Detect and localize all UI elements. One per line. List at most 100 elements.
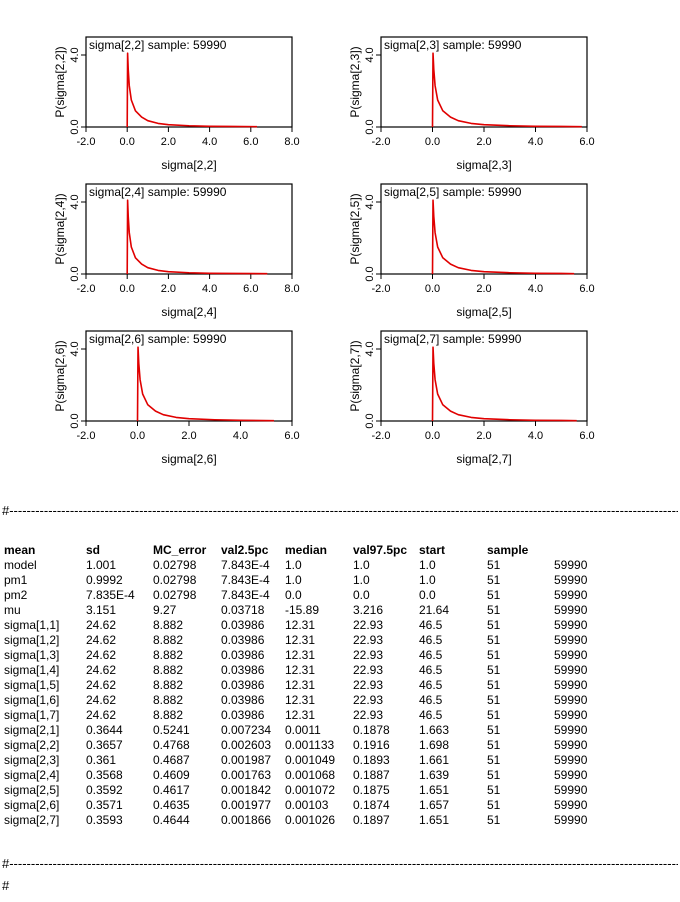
table-cell: 0.02798 [153,588,197,602]
table-cell: 24.62 [86,618,117,632]
table-cell: 0.002603 [221,738,272,752]
table-cell: 59990 [554,783,588,797]
x-tick-label: 6.0 [284,430,299,442]
x-tick-label: 6.0 [579,136,594,148]
stats-table: mean sd MC_error val2.5pc median val97.5… [4,543,614,828]
x-tick-label: 4.0 [202,136,217,148]
table-cell: 46.5 [419,618,443,632]
table-cell: mu [4,603,21,617]
x-tick-label: 8.0 [284,136,299,148]
density-series-line [126,52,257,128]
table-cell: 0.001866 [221,813,272,827]
table-cell: 59990 [554,633,588,647]
table-row: sigma[1,5] 24.62 8.882 0.03986 12.31 22.93 46.… [4,678,614,693]
table-cell: 0.3568 [86,768,123,782]
table-cell: 46.5 [419,648,443,662]
table-cell: 1.0 [353,558,370,572]
table-cell: 1.651 [419,783,450,797]
plot-title: sigma[2,4] sample: 59990 [89,185,227,199]
header-mc-error: MC_error [153,543,207,557]
table-cell: 12.31 [285,648,316,662]
y-axis-label: P(sigma[2,6]) [53,340,67,411]
table-cell: 59990 [554,798,588,812]
table-row: mu 3.151 9.27 0.03718 -15.89 3.216 21.64 51 5999… [4,603,614,618]
x-tick-label: 2.0 [181,430,196,442]
table-cell: 51 [487,573,501,587]
table-cell: 51 [487,603,501,617]
table-cell: 1.0 [419,573,436,587]
y-tick-label: 0.0 [69,119,81,134]
table-cell: 8.882 [153,678,184,692]
density-series-line [431,52,582,128]
x-tick-label: 6.0 [579,430,594,442]
table-cell: 46.5 [419,693,443,707]
table-cell: 51 [487,648,501,662]
y-tick-label: 4.0 [364,194,376,209]
x-tick-label: 0.0 [120,136,135,148]
separator-top: #---------------------------------------… [2,503,678,518]
table-row: sigma[2,4] 0.3568 0.4609 0.001763 0.001068 0.… [4,768,614,783]
x-axis-label: sigma[2,2] [161,158,216,172]
x-axis-label: sigma[2,3] [456,158,511,172]
table-cell: 51 [487,558,501,572]
table-cell: 22.93 [353,693,384,707]
table-cell: 12.31 [285,693,316,707]
table-cell: 1.0 [285,558,302,572]
table-cell: 46.5 [419,708,443,722]
table-cell: 51 [487,813,501,827]
plot-title: sigma[2,2] sample: 59990 [89,38,227,52]
plot-title: sigma[2,6] sample: 59990 [89,332,227,346]
table-cell: 0.3593 [86,813,123,827]
table-cell: sigma[2,7] [4,813,60,827]
table-cell: sigma[1,7] [4,708,60,722]
x-tick-label: 4.0 [528,136,543,148]
table-cell: 24.62 [86,678,117,692]
table-cell: 8.882 [153,708,184,722]
table-cell: 1.0 [285,573,302,587]
density-series-line [136,346,274,422]
table-cell: 0.001026 [285,813,336,827]
x-axis-label: sigma[2,5] [456,305,511,319]
table-cell: 3.151 [86,603,117,617]
table-cell: sigma[1,5] [4,678,60,692]
table-cell: 0.03718 [221,603,265,617]
table-cell: 7.843E-4 [221,558,270,572]
table-row: sigma[1,6] 24.62 8.882 0.03986 12.31 22.93 46.… [4,693,614,708]
table-cell: 21.64 [419,603,450,617]
table-row: sigma[2,7] 0.3593 0.4644 0.001866 0.001026 0.… [4,813,614,828]
table-row: sigma[1,3] 24.62 8.882 0.03986 12.31 22.93 46.… [4,648,614,663]
table-cell: 1.661 [419,753,450,767]
table-cell: 24.62 [86,633,117,647]
stats-body: model 1.001 0.02798 7.843E-4 1.0 1.0 1.0 51 5999… [4,558,614,828]
table-cell: -15.89 [285,603,320,617]
table-cell: 0.001072 [285,783,336,797]
table-cell: sigma[1,6] [4,693,60,707]
table-cell: sigma[2,1] [4,723,60,737]
y-axis-label: P(sigma[2,5]) [348,193,362,264]
density-plot-sigma-2-7: sigma[2,7] sample: 59990 -2.0 0.0 2.0 4.0 6.0… [347,326,597,476]
y-tick-label: 4.0 [69,47,81,62]
table-cell: 0.0 [285,588,302,602]
table-cell: 46.5 [419,678,443,692]
table-cell: 24.62 [86,708,117,722]
table-cell: 22.93 [353,648,384,662]
separator-end: # [2,878,10,893]
table-cell: 7.835E-4 [86,588,135,602]
table-cell: 46.5 [419,633,443,647]
table-cell: 0.0011 [285,723,321,737]
table-cell: sigma[2,3] [4,753,60,767]
table-cell: 0.5241 [153,723,190,737]
x-tick-label: 0.0 [120,283,135,295]
density-series-line [431,199,575,275]
table-cell: 7.843E-4 [221,573,270,587]
table-cell: 0.0 [353,588,370,602]
header-sample: sample [487,543,529,557]
table-cell: 51 [487,753,501,767]
table-cell: 59990 [554,588,588,602]
table-cell: 1.698 [419,738,450,752]
table-cell: 0.03986 [221,678,265,692]
table-cell: 0.007234 [221,723,272,737]
table-cell: 7.843E-4 [221,588,270,602]
header-val97-5pc: val97.5pc [353,543,408,557]
table-row: sigma[2,3] 0.361 0.4687 0.001987 0.001049 0.1… [4,753,614,768]
